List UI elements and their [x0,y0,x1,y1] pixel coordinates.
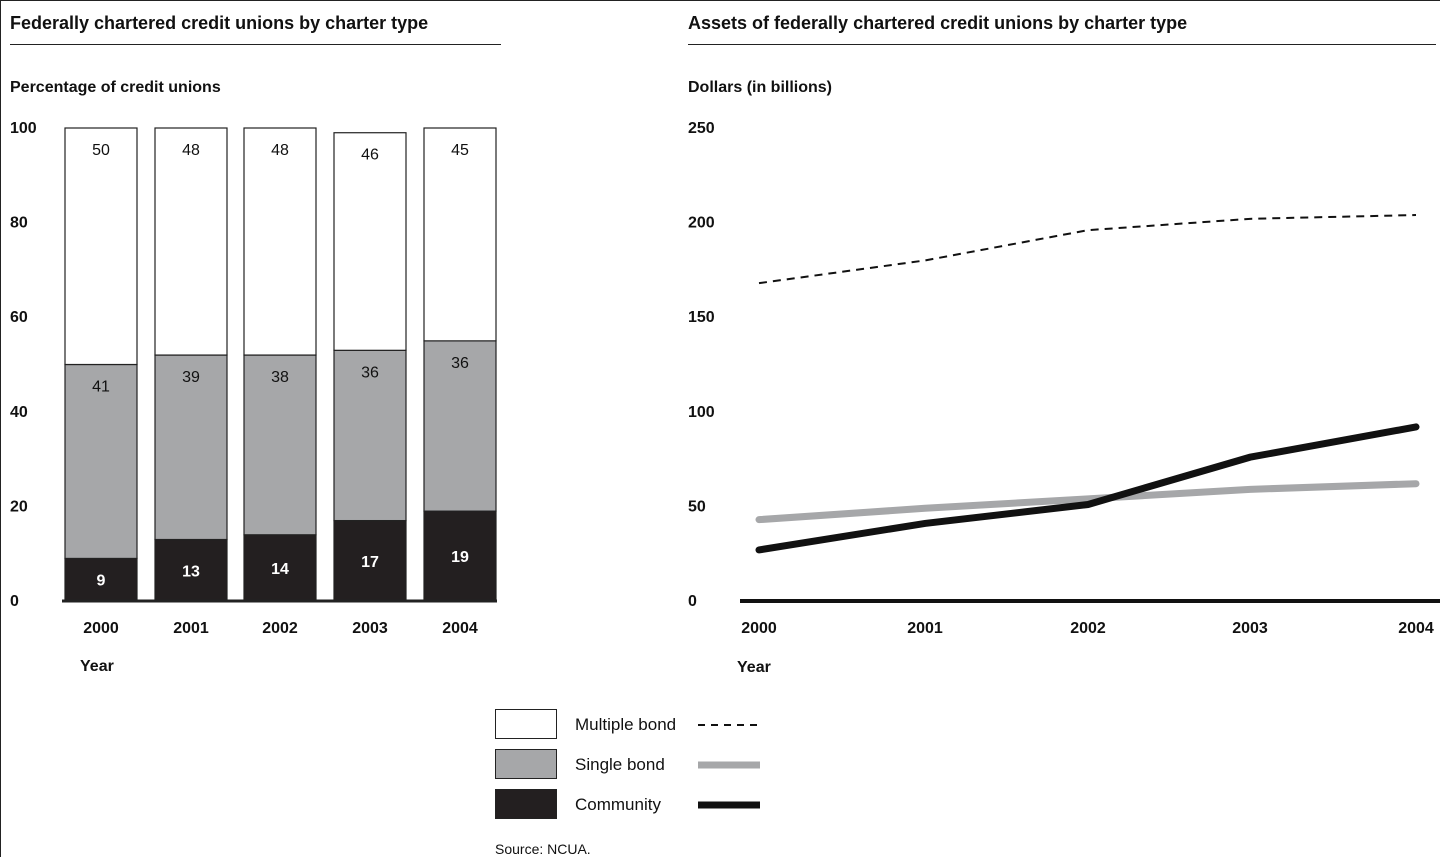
y-tick-label-right: 50 [688,498,706,515]
legend-swatch-community [495,789,557,819]
bar-value-label: 50 [92,142,110,159]
legend-item-multiple-bond: Multiple bond [495,709,795,741]
y-tick-label-right: 100 [688,404,715,421]
bar-segment-community [333,519,407,602]
frame-top-border [0,0,1440,1]
x-tick-label-left: 2003 [352,620,388,637]
bar-value-label: 48 [182,142,200,159]
bar-value-label: 39 [182,369,200,386]
x-tick-label-left: 2001 [173,620,209,637]
bar-value-label: 19 [451,549,469,566]
right-title-rule [688,44,1436,45]
bar-value-label: 46 [361,147,379,164]
legend-label-multiple-bond: Multiple bond [575,715,677,734]
bar-segment-single-bond [243,354,317,536]
bar-segment-community [423,510,497,602]
bar-segment-multiple-bond [243,127,317,356]
legend-line-dashed [698,724,760,726]
bar-value-label: 45 [451,142,469,159]
bar-value-label: 9 [97,573,106,590]
legend-item-community: Community [495,789,795,821]
y-tick-label-left: 0 [10,593,19,610]
bar-value-label: 17 [361,554,379,571]
line-series-community [755,423,1420,554]
bar-segment-community [243,534,317,602]
line-series-multiple-bond [758,214,1417,285]
x-tick-label-left: 2002 [262,620,298,637]
line-chart: 0 50 100 150 200 250 2000 2001 2002 2003 2004 Year [688,120,1440,676]
x-tick-label-right: 2000 [741,620,777,637]
bar-value-label: 38 [271,369,289,386]
legend-label-community: Community [575,795,661,814]
y-tick-label-left: 100 [10,120,37,137]
x-axis-title-right: Year [737,659,771,676]
bar-segment-multiple-bond [154,127,228,356]
x-tick-label-right: 2003 [1232,620,1268,637]
line-series-single-bond [755,480,1420,524]
x-tick-label-right: 2002 [1070,620,1106,637]
y-tick-label-right: 200 [688,215,715,232]
x-tick-label-left: 2000 [83,620,119,637]
legend-swatch-multiple-bond [495,709,557,739]
stacked-bar-chart: 0 20 40 60 80 100 9 41 50 2000 13 39 48 2001 14 38 48 200… [10,120,497,675]
legend-item-single-bond: Single bond [495,749,795,781]
bar-value-label: 14 [271,561,289,578]
x-tick-label-right: 2001 [907,620,943,637]
source-note: Source: NCUA. [495,841,591,857]
bar-segment-multiple-bond [423,127,497,342]
y-tick-label-left: 80 [10,215,28,232]
legend-line-black [698,801,760,809]
bar-segment-community [64,557,138,602]
legend-swatch-single-bond [495,749,557,779]
frame-left-border [0,0,1,857]
y-tick-label-left: 60 [10,309,28,326]
bar-segment-single-bond [64,363,138,560]
y-tick-label-right: 250 [688,120,715,137]
bar-segment-multiple-bond [333,132,407,351]
bar-value-label: 41 [92,379,110,396]
right-y-axis-label: Dollars (in billions) [688,79,833,96]
left-y-axis-label: Percentage of credit unions [10,79,221,96]
bar-segment-single-bond [423,340,497,512]
bar-segment-multiple-bond [64,127,138,366]
legend-line-gray [698,761,760,769]
left-title-rule [10,44,501,45]
x-tick-label-right: 2004 [1398,620,1434,637]
bar-segment-single-bond [333,349,407,522]
bar-value-label: 36 [451,355,469,372]
bar-value-label: 48 [271,142,289,159]
x-axis-title-left: Year [80,658,114,675]
y-tick-label-left: 20 [10,498,28,515]
left-chart-title: Federally chartered credit unions by cha… [10,13,429,33]
y-tick-label-right: 150 [688,309,715,326]
x-tick-label-left: 2004 [442,620,478,637]
y-tick-label-left: 40 [10,404,28,421]
y-tick-label-right: 0 [688,593,697,610]
right-chart-title: Assets of federally chartered credit uni… [688,13,1188,33]
legend-label-single-bond: Single bond [575,755,665,774]
bar-value-label: 13 [182,563,200,580]
bar-value-label: 36 [361,364,379,381]
